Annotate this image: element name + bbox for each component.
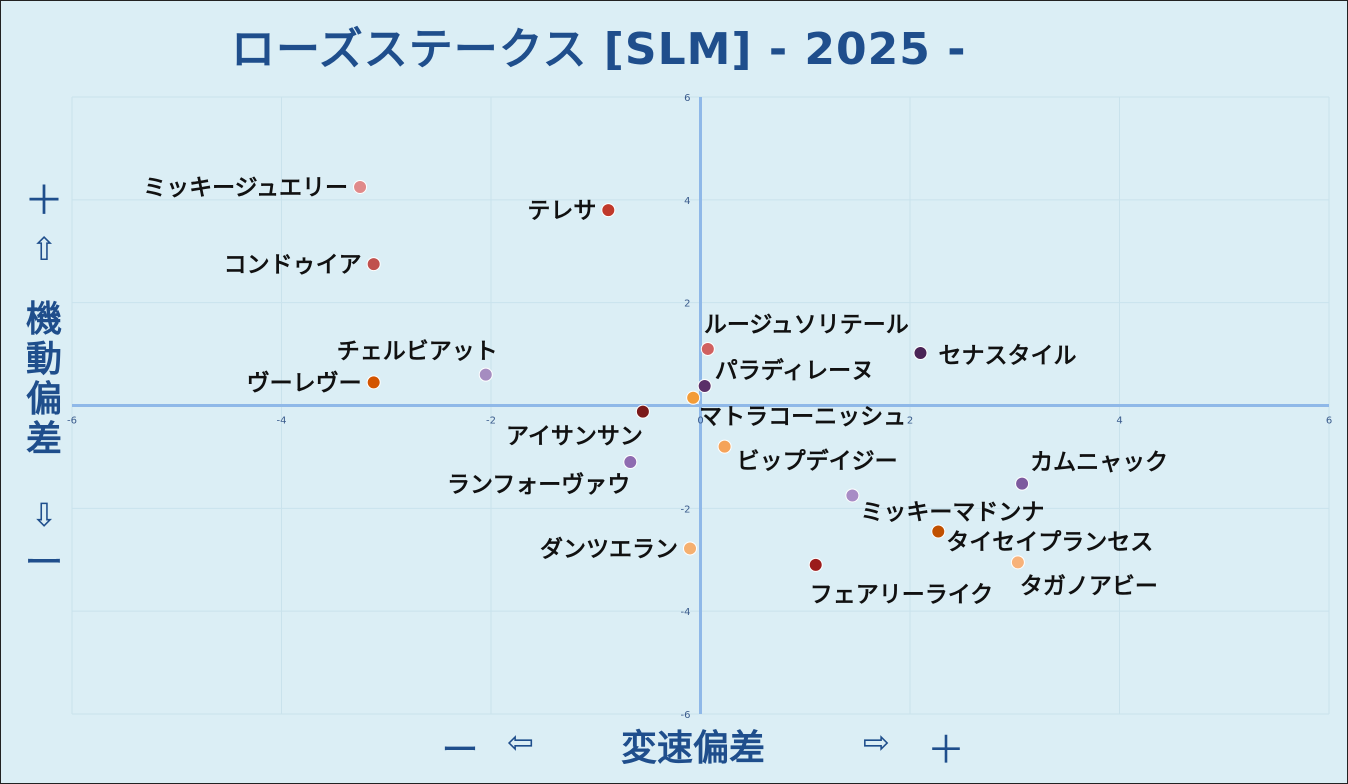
- x-tick-label: 6: [1326, 416, 1332, 427]
- data-point: [697, 378, 712, 393]
- down-arrow-icon: ⇩: [30, 496, 58, 534]
- chart-title: ローズステークス [SLM] - 2025 -: [231, 24, 967, 75]
- x-axis-label: 変速偏差: [621, 728, 766, 769]
- data-point: [700, 341, 715, 356]
- y-tick-label: 4: [684, 196, 690, 207]
- x-tick-label: 2: [907, 416, 913, 427]
- data-point: [845, 488, 860, 503]
- y-tick-label: -2: [681, 504, 691, 515]
- x-axis-label-group: ー ⇦ 変速偏差 ⇨ ＋: [441, 719, 981, 772]
- y-minus-sign: ー: [24, 540, 64, 586]
- point-label: セナスタイル: [938, 343, 1076, 369]
- data-point: [683, 541, 698, 556]
- data-point: [635, 404, 650, 419]
- data-point: [686, 390, 701, 405]
- y-axis-label: 機動偏差: [25, 299, 62, 460]
- data-point: [478, 367, 493, 382]
- point-label: マトラコーニッシュ: [699, 404, 906, 430]
- point-label: ミッキージュエリー: [143, 175, 348, 201]
- data-point: [1010, 555, 1025, 570]
- point-label: パラディレーヌ: [715, 357, 874, 384]
- data-point: [623, 455, 638, 470]
- data-point: [931, 524, 946, 539]
- point-label: ビップデイジー: [737, 448, 898, 475]
- point-label: カムニャック: [1030, 450, 1168, 476]
- data-point: [366, 375, 381, 390]
- y-tick-label: -4: [681, 607, 691, 618]
- point-label: アイサンサン: [506, 424, 643, 450]
- y-axis-label-group: ＋ ⇧ 機動偏差 ⇩ ー: [15, 176, 73, 588]
- data-point: [353, 179, 368, 194]
- data-point: [366, 257, 381, 272]
- point-label: コンドゥイア: [224, 252, 362, 278]
- point-label: ルージュソリテール: [704, 312, 909, 338]
- up-arrow-icon: ⇧: [30, 230, 58, 268]
- data-point: [913, 346, 928, 361]
- x-tick-label: -4: [277, 416, 287, 427]
- point-label: ヴーレヴー: [247, 369, 362, 396]
- point-label: タイセイプランセス: [946, 529, 1153, 555]
- point-label: ダンツエラン: [540, 535, 678, 562]
- y-tick-label: 6: [684, 93, 690, 104]
- point-label: ミッキーマドンナ: [860, 499, 1044, 525]
- point-label: チェルビアット: [337, 339, 498, 365]
- point-label: テレサ: [527, 198, 596, 224]
- x-minus-sign: ー: [441, 728, 480, 772]
- x-tick-label: 0: [697, 416, 703, 427]
- x-tick-label: 4: [1116, 416, 1122, 427]
- y-plus-sign: ＋: [24, 178, 64, 224]
- x-plus-sign: ＋: [927, 728, 966, 772]
- x-tick-label: -6: [67, 416, 77, 427]
- data-point: [717, 439, 732, 454]
- data-point: [1015, 476, 1030, 491]
- point-label: フェアリーライク: [810, 582, 994, 608]
- data-point: [601, 203, 616, 218]
- y-tick-label: -6: [681, 710, 691, 721]
- point-label: タガノアビー: [1020, 573, 1158, 599]
- x-tick-label: -2: [486, 416, 496, 427]
- data-point: [808, 557, 823, 572]
- left-arrow-icon: ⇦: [507, 723, 534, 761]
- point-label: ランフォーヴァウ: [447, 471, 630, 498]
- right-arrow-icon: ⇨: [863, 723, 890, 761]
- y-tick-label: 2: [684, 299, 690, 310]
